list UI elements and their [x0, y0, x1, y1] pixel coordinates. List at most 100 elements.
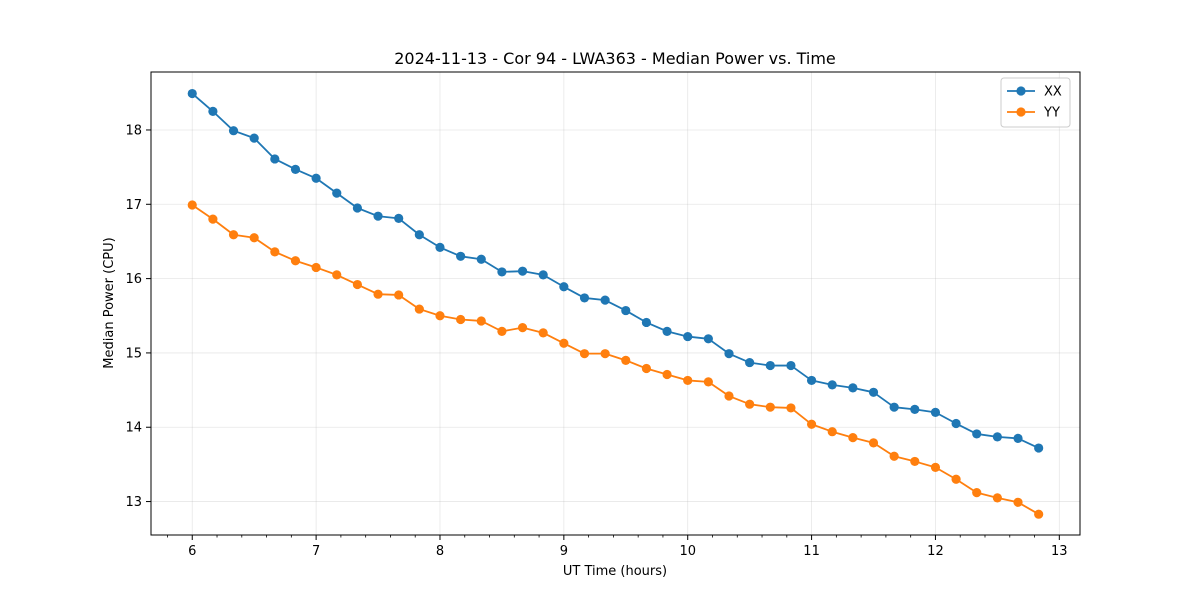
- data-point-yy: [394, 290, 404, 300]
- data-point-yy: [497, 326, 507, 336]
- legend: XX YY: [1000, 77, 1071, 128]
- data-point-yy: [538, 328, 548, 338]
- data-point-yy: [868, 438, 879, 448]
- legend-marker-xx: [1016, 86, 1026, 96]
- data-point-xx: [621, 305, 631, 316]
- data-point-yy: [311, 262, 321, 273]
- y-tick-label: 14: [125, 421, 142, 436]
- data-point-xx: [476, 254, 486, 264]
- data-point-xx: [765, 360, 775, 371]
- y-tick-label: 15: [125, 346, 142, 361]
- data-point-yy: [992, 493, 1002, 503]
- data-point-xx: [1013, 433, 1023, 443]
- data-point-xx: [848, 383, 858, 393]
- data-point-xx: [889, 402, 899, 412]
- x-tick-label: 8: [436, 544, 444, 559]
- data-point-yy: [249, 233, 259, 243]
- data-point-xx: [311, 173, 321, 183]
- data-point-xx: [456, 251, 466, 261]
- axis-layer: 6 7 8 9 10 11 12 13 13 14 15 16 17 18: [125, 123, 1067, 559]
- data-point-yy: [228, 230, 239, 240]
- data-point-yy: [972, 488, 982, 498]
- data-point-xx: [352, 203, 362, 213]
- data-point-xx: [827, 380, 837, 390]
- data-point-xx: [373, 211, 383, 221]
- x-tick-label: 11: [803, 544, 820, 559]
- data-point-yy: [435, 311, 445, 321]
- data-point-xx: [662, 326, 672, 336]
- data-point-yy: [476, 316, 486, 326]
- data-point-xx: [951, 418, 961, 429]
- series-xx: [187, 88, 1044, 453]
- data-point-yy: [806, 419, 817, 429]
- data-point-xx: [600, 295, 610, 305]
- data-point-yy: [456, 314, 466, 325]
- data-point-xx: [270, 154, 280, 164]
- data-point-xx: [517, 266, 528, 276]
- data-point-yy: [910, 456, 920, 467]
- data-point-yy: [290, 256, 301, 266]
- x-tick-label: 7: [312, 544, 320, 559]
- y-axis-title: Median Power (CPU): [102, 237, 117, 368]
- data-point-xx: [538, 270, 548, 280]
- x-tick-label: 6: [188, 544, 196, 559]
- data-point-yy: [187, 200, 197, 210]
- data-point-xx: [786, 360, 796, 371]
- data-point-yy: [641, 363, 652, 374]
- data-point-xx: [992, 432, 1002, 442]
- data-point-xx: [414, 230, 424, 240]
- data-point-yy: [352, 279, 362, 290]
- data-point-yy: [951, 474, 961, 484]
- data-point-yy: [930, 462, 941, 472]
- x-tick-label: 13: [1051, 544, 1068, 559]
- data-point-xx: [579, 293, 590, 303]
- data-point-xx: [497, 267, 507, 277]
- data-point-yy: [745, 399, 755, 409]
- data-point-yy: [848, 433, 858, 443]
- data-point-yy: [786, 403, 796, 413]
- x-axis-title: UT Time (hours): [563, 564, 667, 579]
- legend-label-xx: XX: [1044, 85, 1062, 100]
- data-point-yy: [765, 402, 775, 412]
- data-point-yy: [579, 349, 590, 359]
- data-point-xx: [332, 188, 342, 198]
- data-point-yy: [683, 375, 693, 386]
- data-point-yy: [414, 304, 424, 314]
- data-point-xx: [930, 407, 941, 417]
- y-tick-label: 17: [125, 198, 142, 213]
- grid-layer: [151, 72, 1080, 535]
- data-point-yy: [1034, 509, 1044, 519]
- y-tick-label: 18: [125, 123, 142, 138]
- data-point-xx: [290, 164, 301, 174]
- data-point-yy: [889, 451, 899, 461]
- legend-label-yy: YY: [1043, 106, 1060, 121]
- data-point-xx: [394, 213, 404, 224]
- data-point-xx: [703, 334, 713, 344]
- series-layer: [187, 88, 1044, 519]
- data-point-xx: [249, 133, 259, 143]
- data-point-xx: [972, 429, 982, 439]
- data-point-yy: [517, 323, 528, 333]
- x-tick-label: 10: [679, 544, 696, 559]
- data-point-xx: [559, 282, 569, 292]
- data-point-yy: [600, 349, 610, 359]
- x-tick-label: 12: [927, 544, 944, 559]
- data-point-yy: [373, 289, 383, 299]
- data-point-yy: [662, 369, 672, 380]
- legend-marker-yy: [1016, 107, 1026, 117]
- series-yy: [187, 200, 1044, 519]
- data-point-xx: [208, 106, 218, 116]
- data-point-yy: [724, 391, 734, 401]
- data-point-yy: [270, 247, 280, 257]
- data-point-xx: [745, 357, 755, 368]
- data-point-xx: [1034, 443, 1044, 453]
- data-point-xx: [683, 331, 693, 342]
- data-point-xx: [868, 387, 879, 397]
- data-point-xx: [228, 126, 239, 136]
- y-tick-label: 16: [125, 272, 142, 287]
- data-point-xx: [435, 242, 445, 252]
- x-tick-label: 9: [560, 544, 568, 559]
- data-point-xx: [910, 404, 920, 415]
